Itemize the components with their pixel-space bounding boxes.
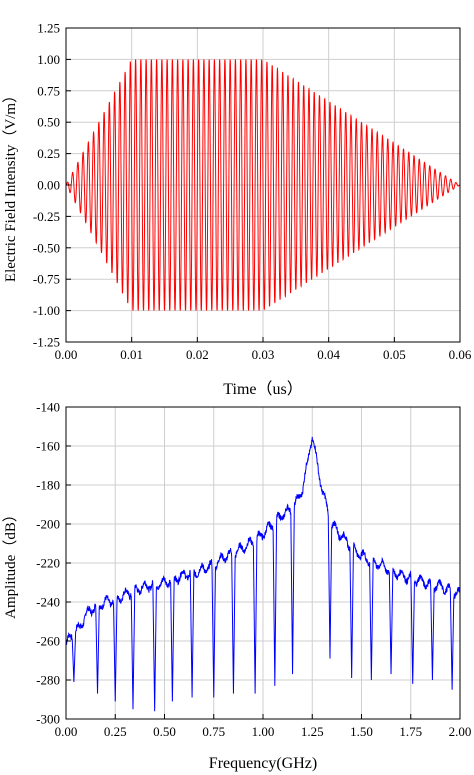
c2-x-tick-label: 1.75 [399, 724, 422, 739]
c2-y-tick-label: -180 [36, 478, 60, 493]
chart2-y-axis-label: Amplitude（dB） [2, 507, 19, 619]
c2-x-tick-label: 2.00 [449, 724, 472, 739]
c2-y-tick-label: -300 [36, 712, 60, 727]
c2-y-tick-label: -200 [36, 517, 60, 532]
c2-x-tick-label: 0.25 [104, 724, 127, 739]
time-domain-chart: 0.00 0.01 0.02 0.03 0.04 0.05 0.06 1.25 1.00 0.75… [2, 21, 472, 399]
chart1-ticks: 0.00 0.01 0.02 0.03 0.04 0.05 0.06 1.25 1.00 0.75… [33, 21, 472, 363]
chart2-grid [65, 406, 461, 720]
c2-y-tick-label: -260 [36, 634, 60, 649]
c1-x-tick-label: 0.05 [383, 347, 406, 362]
c2-x-tick-label: 0.75 [202, 724, 225, 739]
c2-series-line [65, 436, 461, 712]
c1-y-tick-label: -1.00 [33, 303, 60, 318]
c2-y-tick-label: -220 [36, 556, 60, 571]
c2-x-tick-label: 1.25 [301, 724, 324, 739]
c2-y-tick-label: -140 [36, 400, 60, 415]
c1-x-tick-label: 0.00 [55, 347, 78, 362]
c1-y-tick-label: -0.25 [33, 209, 60, 224]
c1-x-tick-label: 0.06 [449, 347, 472, 362]
chart1-series-group [65, 59, 461, 311]
frequency-domain-chart: 0.00 0.25 0.50 0.75 1.00 1.25 1.50 1.75 2.00 -140… [2, 400, 471, 773]
c2-x-tick-label: 0.00 [55, 724, 78, 739]
c1-x-tick-label: 0.01 [120, 347, 143, 362]
c1-y-tick-label: 1.00 [37, 52, 60, 67]
c2-y-tick-label: -160 [36, 439, 60, 454]
c1-x-tick-label: 0.02 [186, 347, 209, 362]
c1-y-tick-label: 0.75 [37, 83, 60, 98]
c1-y-tick-label: 0.50 [37, 115, 60, 130]
c1-y-tick-label: -1.25 [33, 335, 60, 350]
c1-y-tick-label: -0.75 [33, 272, 60, 287]
c1-y-tick-label: 1.25 [37, 21, 60, 36]
c1-y-tick-label: 0.25 [37, 146, 60, 161]
chart2-series-group [65, 436, 461, 712]
c1-series-line [65, 59, 461, 311]
c2-x-tick-label: 1.00 [252, 724, 275, 739]
c2-x-tick-label: 1.50 [350, 724, 373, 739]
c1-y-tick-label: 0.00 [37, 178, 60, 193]
chart2-ticks: 0.00 0.25 0.50 0.75 1.00 1.25 1.50 1.75 2.00 -140… [36, 400, 471, 740]
chart2-x-axis-label: Frequency(GHz) [209, 755, 317, 772]
c2-y-tick-label: -240 [36, 595, 60, 610]
c2-x-tick-label: 0.50 [153, 724, 176, 739]
chart1-y-axis-label: Electric Field Intensity（V/m） [2, 88, 19, 282]
chart1-x-axis-label: Time（us） [223, 380, 302, 398]
c1-y-tick-label: -0.50 [33, 240, 60, 255]
c1-x-tick-label: 0.03 [252, 347, 275, 362]
c2-y-tick-label: -280 [36, 673, 60, 688]
c1-x-tick-label: 0.04 [317, 347, 340, 362]
